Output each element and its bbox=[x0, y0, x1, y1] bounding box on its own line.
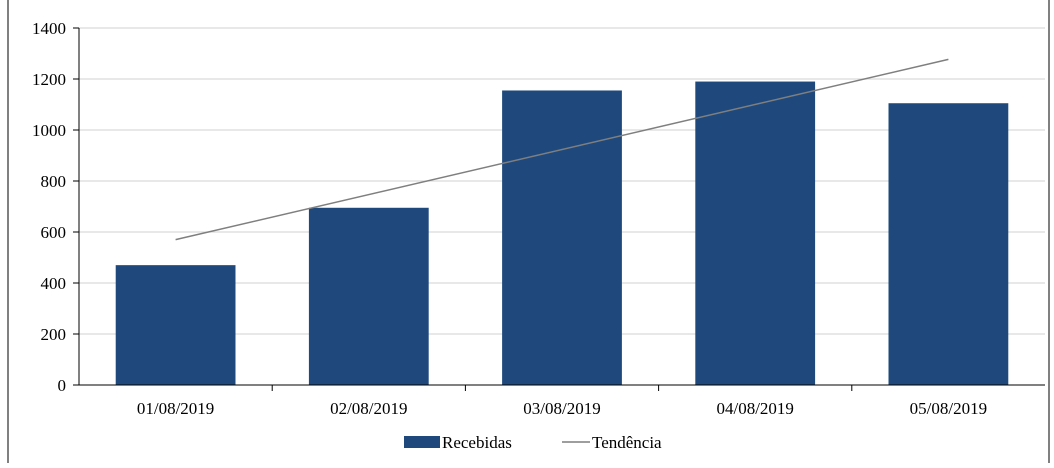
bar-5 bbox=[888, 103, 1009, 385]
bar-1 bbox=[115, 265, 236, 385]
bar-2 bbox=[308, 207, 429, 385]
legend-swatch-recebidas bbox=[404, 436, 440, 448]
bars bbox=[115, 81, 1009, 386]
y-tick-label: 200 bbox=[41, 325, 67, 344]
y-tick-label: 600 bbox=[41, 223, 67, 242]
axes bbox=[78, 28, 1045, 386]
y-axis-ticks: 0 200 400 600 800 1000 1200 1400 bbox=[32, 19, 79, 395]
y-tick-label: 1000 bbox=[32, 121, 66, 140]
x-tick-label: 02/08/2019 bbox=[330, 399, 407, 418]
bar-4 bbox=[695, 81, 816, 386]
y-tick-label: 1400 bbox=[32, 19, 66, 38]
legend-label-tendencia: Tendência bbox=[592, 433, 662, 452]
x-tick-label: 04/08/2019 bbox=[716, 399, 793, 418]
x-tick-label: 05/08/2019 bbox=[910, 399, 987, 418]
x-tick-label: 03/08/2019 bbox=[523, 399, 600, 418]
trendline bbox=[175, 58, 949, 241]
x-axis-ticks: 01/08/2019 02/08/2019 03/08/2019 04/08/2019… bbox=[137, 385, 987, 418]
legend: Recebidas Tendência bbox=[404, 433, 662, 452]
x-tick-label: 01/08/2019 bbox=[137, 399, 214, 418]
y-tick-label: 1200 bbox=[32, 70, 66, 89]
y-tick-label: 400 bbox=[41, 274, 67, 293]
trendline-group bbox=[175, 58, 949, 241]
y-tick-label: 0 bbox=[58, 376, 67, 395]
legend-label-recebidas: Recebidas bbox=[442, 433, 512, 452]
bar-3 bbox=[502, 90, 622, 385]
y-tick-label: 800 bbox=[41, 172, 67, 191]
